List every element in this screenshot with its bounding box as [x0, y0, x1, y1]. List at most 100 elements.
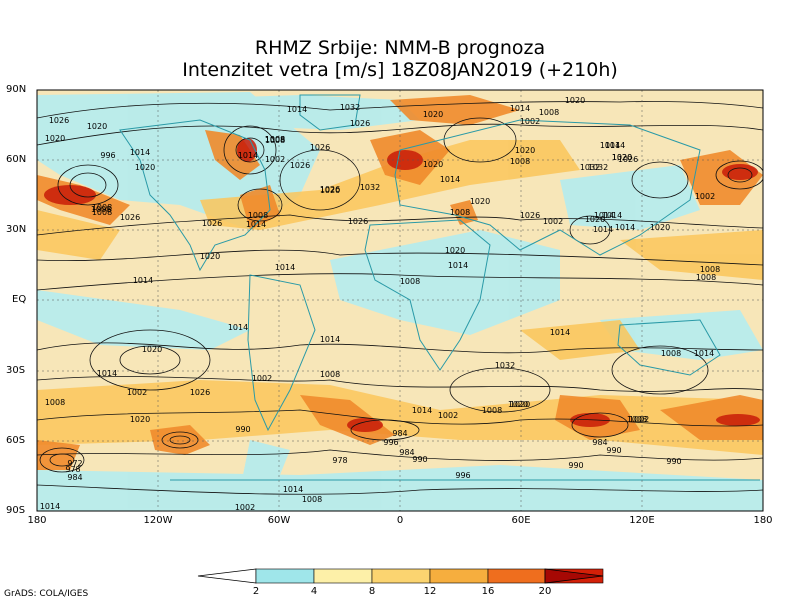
isobar-value-label: 1014: [133, 276, 153, 285]
isobar-value-label: 1014: [615, 223, 635, 232]
isobar-value-label: 1026: [290, 161, 310, 170]
isobar-value-label: 990: [666, 457, 681, 466]
isobar-value-label: 1032: [360, 183, 380, 192]
isobar-value-label: 1008: [265, 136, 285, 145]
isobar-value-label: 978: [332, 456, 347, 465]
isobar-value-label: 996: [383, 438, 398, 447]
lat-label-60n: 60N: [6, 154, 27, 165]
isobar-value-label: 1026: [120, 213, 140, 222]
colorbar-label: 4: [310, 586, 318, 597]
isobar-value-label: 1014: [594, 211, 614, 220]
lon-label-60w: 60W: [267, 515, 291, 526]
title-line-1: RHMZ Srbije: NMM-B prognoza: [254, 37, 546, 59]
isobar-value-label: 1008: [696, 273, 716, 282]
isobar-value-label: 1014: [238, 151, 258, 160]
isobar-value-label: 984: [392, 429, 407, 438]
isobar-value-label: 1020: [320, 186, 340, 195]
isobar-value-label: 990: [412, 455, 427, 464]
colorbar-label: 8: [368, 586, 376, 597]
isobar-value-label: 1014: [600, 141, 620, 150]
isobar-value-label: 1014: [448, 261, 468, 270]
colorbar-label: 20: [538, 586, 552, 597]
isobar-value-label: 1014: [246, 220, 266, 229]
isobar-value-label: 1014: [320, 335, 340, 344]
isobar-value-label: 1008: [400, 277, 420, 286]
isobar-value-label: 990: [568, 461, 583, 470]
isobar-value-label: 990: [235, 425, 250, 434]
isobar-value-label: 1008: [510, 157, 530, 166]
colorbar-swatch: [313, 568, 373, 584]
lat-label-30s: 30S: [6, 365, 26, 376]
isobar-value-label: 1008: [92, 203, 112, 212]
isobar-value-label: 1032: [495, 361, 515, 370]
isobar-value-label: 972: [67, 459, 82, 468]
isobar-value-label: 1002: [520, 117, 540, 126]
credit-text: GrADS: COLA/IGES: [4, 589, 89, 599]
isobar-value-label: 1002: [265, 155, 285, 164]
isobar-value-label: 1026: [202, 219, 222, 228]
isobar-value-label: 1026: [350, 119, 370, 128]
isobar-value-label: 1020: [87, 122, 107, 131]
isobar-value-label: 1002: [235, 503, 255, 512]
isobar-value-label: 1002: [629, 415, 649, 424]
isobar-value-label: 1014: [283, 485, 303, 494]
colorbar-label: 16: [481, 586, 495, 597]
lat-label-90s: 90S: [6, 505, 26, 516]
isobar-value-label: 1032: [588, 163, 608, 172]
isobar-value-label: 1008: [539, 108, 559, 117]
isobar-value-label: 1014: [550, 328, 570, 337]
colorbar-label: 12: [423, 586, 437, 597]
isobar-value-label: 984: [67, 473, 82, 482]
isobar-value-label: 1020: [470, 197, 490, 206]
colorbar-swatch: [487, 568, 546, 584]
isobar-value-label: 1020: [515, 146, 535, 155]
isobar-value-label: 996: [455, 471, 470, 480]
lon-label-120e: 120E: [629, 515, 655, 526]
isobar-value-label: 1026: [49, 116, 69, 125]
isobar-value-label: 1032: [340, 103, 360, 112]
isobar-value-label: 1008: [92, 208, 112, 217]
isobar-value-label: 1008: [91, 205, 111, 214]
title-line-2: Intenzitet vetra [m/s] 18Z08JAN2019 (+21…: [182, 59, 618, 81]
isobar-value-label: 1008: [248, 211, 268, 220]
isobar-value-label: 1014: [228, 323, 248, 332]
isobar-value-label: 1002: [543, 217, 563, 226]
isobar-value-label: 1020: [612, 153, 632, 162]
isobar-value-label: 1020: [508, 400, 528, 409]
isobar-value-label: 1002: [252, 374, 272, 383]
isobar-value-label: 1020: [445, 246, 465, 255]
isobar-value-label: 1014: [130, 148, 150, 157]
isobar-value-label: 1014: [412, 406, 432, 415]
isobar-value-label: 1026: [348, 217, 368, 226]
lat-label-30n: 30N: [6, 224, 27, 235]
isobar-value-label: 1026: [320, 185, 340, 194]
colorbar-arrow-high: [544, 568, 604, 584]
isobar-value-label: 1032: [580, 163, 600, 172]
isobar-value-label: 1014: [593, 225, 613, 234]
lon-label-180e: 180: [753, 515, 773, 526]
lon-label-60e: 60E: [511, 515, 531, 526]
isobar-value-label: 1002: [127, 388, 147, 397]
isobar-value-label: 1026: [618, 155, 638, 164]
isobar-value-label: 1014: [510, 104, 530, 113]
isobar-value-label: 1026: [190, 388, 210, 397]
lat-label-eq: EQ: [12, 294, 27, 305]
isobar-value-label: 1020: [130, 415, 150, 424]
isobar-value-label: 1020: [135, 163, 155, 172]
colorbar-label: 2: [252, 586, 260, 597]
isobars: [37, 101, 763, 495]
isobar-value-label: 1020: [423, 110, 443, 119]
isobar-value-label: 1020: [142, 345, 162, 354]
isobar-value-label: 1020: [585, 215, 605, 224]
isobar-value-label: 1026: [310, 143, 330, 152]
isobar-value-label: 1014: [605, 141, 625, 150]
isobar-value-label: 996: [100, 151, 115, 160]
isobar-value-label: 1020: [650, 223, 670, 232]
isobar-value-label: 1002: [438, 411, 458, 420]
isobar-value-label: 1026: [520, 211, 540, 220]
isobar-value-label: 1020: [565, 96, 585, 105]
lon-label-0: 0: [396, 515, 404, 526]
lon-label-180w: 180: [27, 515, 47, 526]
isobar-value-label: 1014: [287, 105, 307, 114]
